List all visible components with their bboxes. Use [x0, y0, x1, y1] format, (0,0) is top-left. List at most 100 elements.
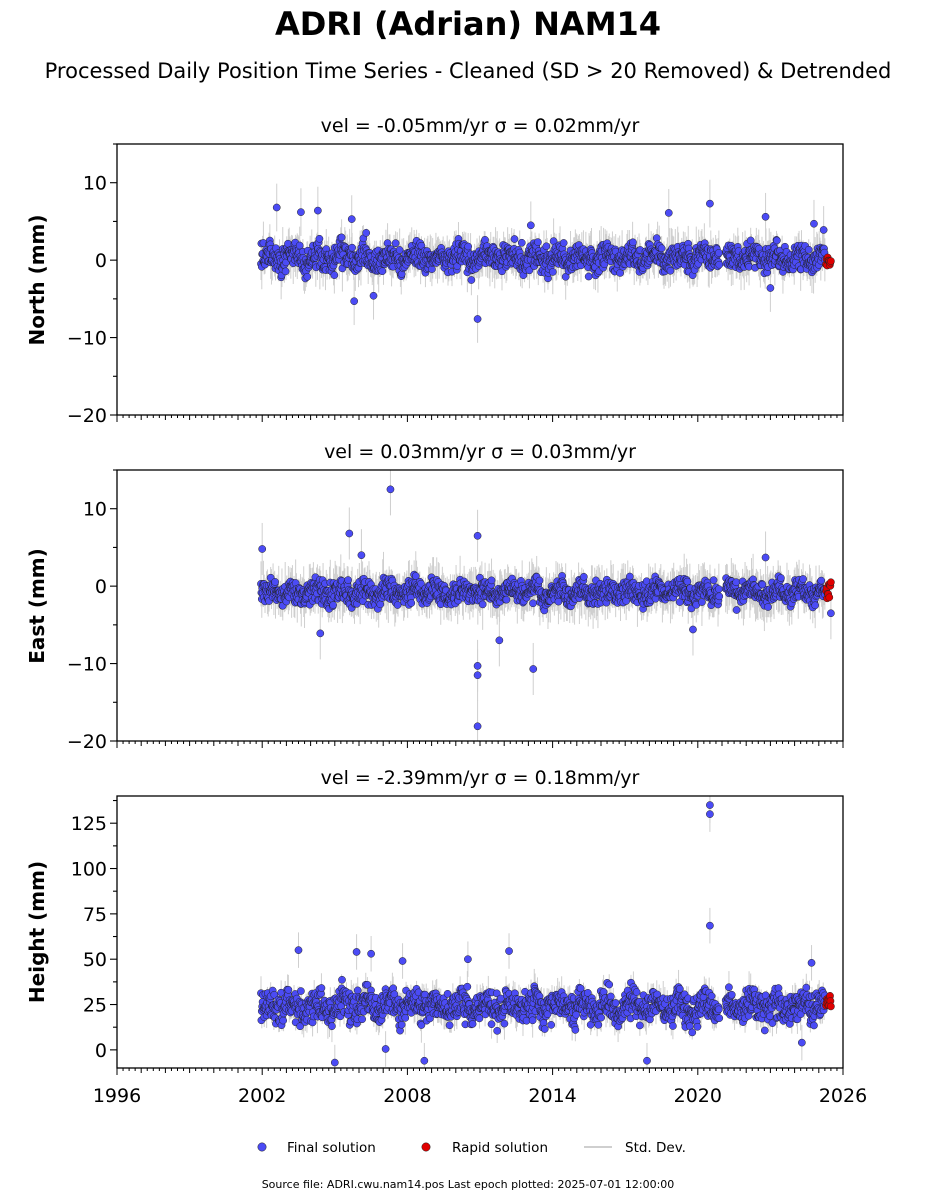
east-final-point: [393, 601, 402, 609]
north-final-point: [584, 272, 593, 281]
east-final-point: [714, 585, 723, 593]
north-final-outlier: [766, 284, 775, 292]
east-final-point: [817, 576, 826, 585]
north-final-point: [714, 248, 723, 257]
north-final-point: [542, 242, 551, 251]
north-final-outlier: [473, 315, 482, 323]
north-final-outlier: [350, 297, 359, 306]
east-final-outlier: [258, 545, 267, 553]
north-final-point: [303, 272, 312, 281]
east-final-outlier: [827, 609, 835, 618]
east-panel-title: vel = 0.03mm/yr σ = 0.03mm/yr: [324, 441, 636, 463]
north-final-point: [559, 239, 568, 247]
north-final-point: [510, 235, 519, 243]
north-final-point: [464, 242, 473, 251]
north-final-point: [348, 243, 356, 252]
north-final-outlier: [314, 206, 322, 215]
east-final-outlier: [473, 722, 482, 731]
east-final-point: [811, 601, 820, 610]
east-final-point: [799, 575, 807, 583]
east-final-point: [758, 580, 767, 589]
east-final-outlier: [357, 551, 366, 560]
north-final-outlier: [706, 199, 714, 208]
east-final-point: [579, 572, 588, 581]
north-y-tick-label: 0: [95, 250, 107, 272]
north-final-point: [378, 267, 387, 276]
north-final-point: [804, 245, 813, 254]
north-final-point: [548, 268, 557, 276]
north-final-outlier: [526, 221, 535, 230]
north-final-point: [746, 236, 755, 245]
north-y-tick-label: −20: [67, 405, 107, 427]
east-final-point: [411, 572, 420, 580]
east-final-point: [732, 606, 741, 614]
east-y-tick-label: −20: [67, 731, 107, 753]
north-axes: 10 0 −10 −20: [67, 143, 844, 427]
east-final-outlier: [473, 662, 482, 670]
east-panel: vel = 0.03mm/yr σ = 0.03mm/yr East (mm) …: [25, 441, 844, 753]
east-final-point: [535, 576, 544, 585]
north-y-tick-label: −10: [67, 328, 107, 350]
east-final-point: [698, 598, 706, 606]
north-final-point: [362, 229, 371, 237]
east-final-outlier: [386, 485, 395, 494]
east-final-point: [529, 599, 537, 608]
east-y-tick-label: −10: [67, 654, 107, 676]
north-final-outlier: [664, 209, 673, 217]
east-final-point: [487, 576, 496, 585]
north-plot-frame: [116, 143, 844, 416]
east-final-point: [329, 601, 337, 609]
north-y-tick-label: 10: [83, 173, 107, 195]
east-final-point: [732, 578, 741, 587]
north-final-point: [315, 234, 324, 243]
north-final-point: [715, 260, 724, 269]
east-axis-label: East (mm): [25, 548, 49, 664]
north-final-point: [337, 233, 346, 242]
east-final-outlier: [529, 665, 538, 673]
north-final-outlier: [369, 291, 378, 300]
east-rapid-point: [827, 578, 835, 587]
figure-subtitle: Processed Daily Position Time Series - C…: [45, 59, 892, 83]
north-final-point: [395, 246, 404, 254]
east-y-tick-label: 10: [83, 499, 107, 521]
east-final-point: [344, 576, 352, 584]
north-panel: vel = -0.05mm/yr σ = 0.02mm/yr North (mm…: [25, 115, 844, 427]
east-final-point: [764, 603, 772, 611]
east-final-point: [502, 595, 511, 604]
east-final-outlier: [473, 531, 482, 540]
north-marks: [257, 179, 835, 343]
east-rapid-point: [825, 593, 834, 602]
north-final-outlier: [810, 219, 818, 228]
height-panel: vel = -2.39mm/yr σ = 0.18mm/yr Height (m…: [25, 767, 867, 1107]
east-final-outlier: [473, 671, 482, 680]
north-final-outlier: [761, 212, 770, 221]
north-axis-label: North (mm): [25, 214, 49, 345]
north-final-point: [330, 271, 339, 280]
east-final-outlier: [495, 636, 504, 645]
north-final-point: [295, 241, 304, 250]
north-final-point: [534, 238, 542, 246]
east-final-point: [683, 577, 692, 586]
height-panel-title: vel = -2.39mm/yr σ = 0.18mm/yr: [321, 767, 640, 789]
east-marks: [257, 470, 835, 741]
east-final-point: [478, 600, 487, 609]
east-final-point: [715, 592, 724, 601]
north-final-outlier: [819, 226, 828, 234]
north-final-outlier: [347, 215, 356, 223]
north-final-point: [517, 238, 526, 247]
north-final-point: [525, 266, 534, 275]
north-final-point: [467, 276, 476, 284]
north-final-point: [281, 267, 290, 276]
east-final-outlier: [345, 529, 354, 538]
north-final-point: [391, 239, 400, 248]
north-final-point: [666, 266, 675, 275]
east-final-outlier: [761, 553, 770, 562]
north-final-outlier: [272, 203, 281, 212]
figure-title: ADRI (Adrian) NAM14: [275, 5, 661, 43]
east-axes: 10 0 −10 −20: [67, 469, 844, 753]
east-y-tick-label: 0: [95, 576, 107, 598]
height-marks: [257, 796, 835, 1068]
north-final-point: [657, 244, 666, 253]
east-final-outlier: [316, 629, 325, 638]
